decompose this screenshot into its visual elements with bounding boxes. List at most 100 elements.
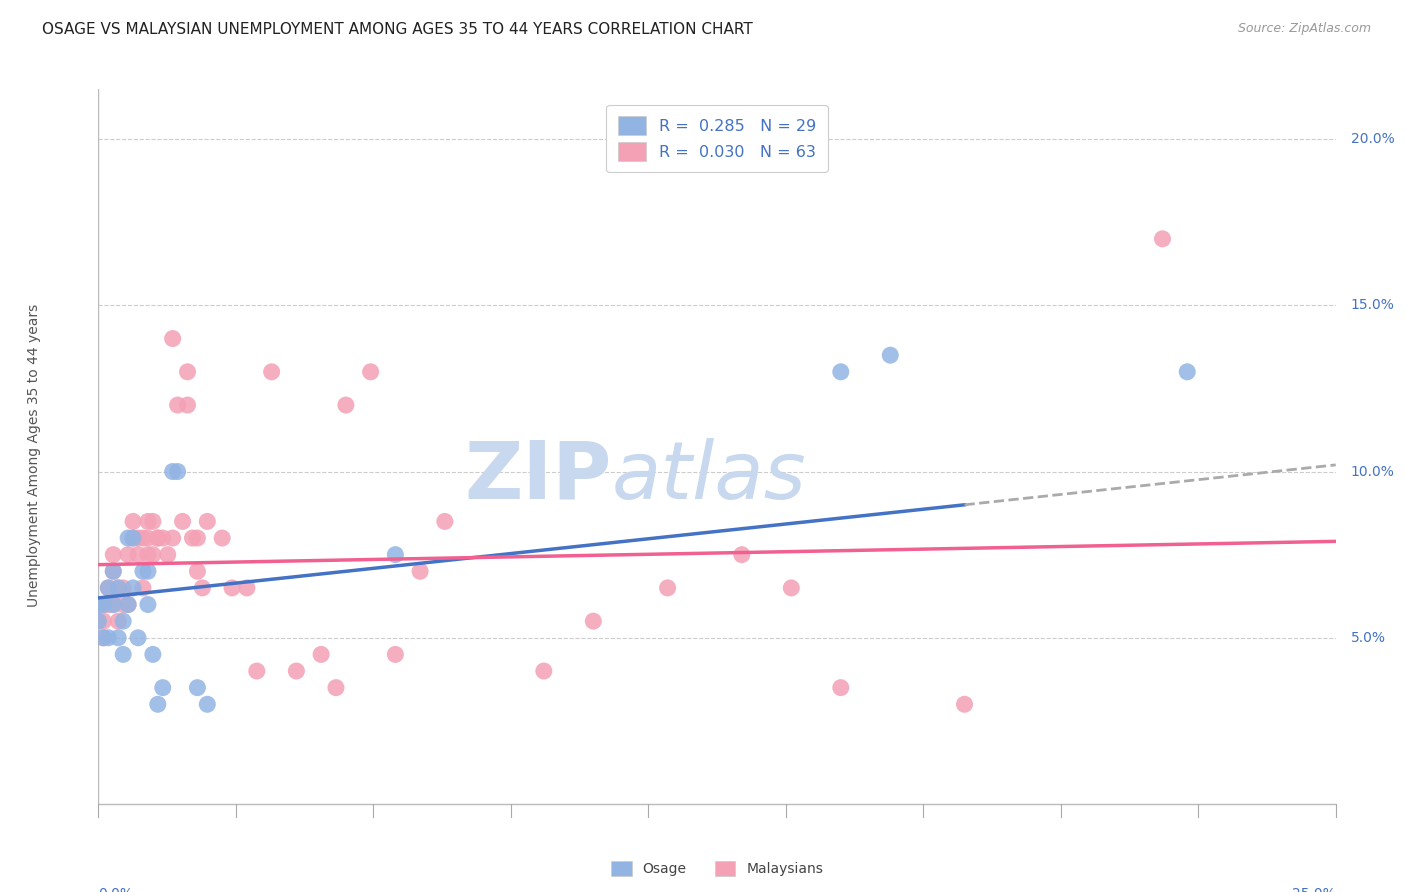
Point xyxy=(246,664,269,678)
Point xyxy=(127,531,149,545)
Point xyxy=(433,515,456,529)
Point xyxy=(166,398,188,412)
Point xyxy=(117,598,139,612)
Text: 0.0%: 0.0% xyxy=(98,888,134,892)
Point xyxy=(335,398,357,412)
Point xyxy=(146,531,169,545)
Point xyxy=(132,564,155,578)
Point xyxy=(136,531,159,545)
Point xyxy=(122,531,145,545)
Point xyxy=(152,681,174,695)
Point xyxy=(107,581,129,595)
Text: 5.0%: 5.0% xyxy=(1351,631,1385,645)
Point xyxy=(107,581,129,595)
Point xyxy=(93,631,115,645)
Point xyxy=(103,548,125,562)
Point xyxy=(195,515,218,529)
Point xyxy=(162,332,184,346)
Point xyxy=(142,515,165,529)
Point xyxy=(93,614,115,628)
Point xyxy=(1152,232,1174,246)
Point xyxy=(117,548,139,562)
Text: Unemployment Among Ages 35 to 44 years: Unemployment Among Ages 35 to 44 years xyxy=(27,303,41,607)
Point xyxy=(195,698,218,712)
Point xyxy=(384,648,406,662)
Point xyxy=(176,365,198,379)
Text: 15.0%: 15.0% xyxy=(1351,298,1395,312)
Point xyxy=(181,531,204,545)
Point xyxy=(236,581,259,595)
Point xyxy=(409,564,432,578)
Point xyxy=(186,681,208,695)
Point xyxy=(87,614,110,628)
Point xyxy=(107,614,129,628)
Point xyxy=(122,581,145,595)
Point xyxy=(211,531,233,545)
Point xyxy=(93,598,115,612)
Point xyxy=(162,531,184,545)
Point xyxy=(176,398,198,412)
Point xyxy=(136,598,159,612)
Point xyxy=(136,548,159,562)
Point xyxy=(830,681,852,695)
Point xyxy=(132,531,155,545)
Point xyxy=(879,348,901,362)
Point xyxy=(533,664,555,678)
Point xyxy=(103,598,125,612)
Point xyxy=(97,581,120,595)
Point xyxy=(112,614,135,628)
Text: 10.0%: 10.0% xyxy=(1351,465,1395,478)
Point xyxy=(142,648,165,662)
Point xyxy=(186,564,208,578)
Point xyxy=(112,581,135,595)
Point xyxy=(97,631,120,645)
Point xyxy=(186,531,208,545)
Point xyxy=(87,614,110,628)
Point xyxy=(97,581,120,595)
Point xyxy=(142,548,165,562)
Point xyxy=(132,581,155,595)
Point xyxy=(107,631,129,645)
Point xyxy=(260,365,283,379)
Text: 20.0%: 20.0% xyxy=(1351,132,1395,146)
Point xyxy=(103,598,125,612)
Text: atlas: atlas xyxy=(612,438,807,516)
Point xyxy=(172,515,194,529)
Point xyxy=(97,598,120,612)
Point xyxy=(731,548,754,562)
Point xyxy=(127,631,149,645)
Legend: Osage, Malaysians: Osage, Malaysians xyxy=(603,855,831,883)
Text: 25.0%: 25.0% xyxy=(1292,888,1336,892)
Point xyxy=(103,564,125,578)
Point xyxy=(582,614,605,628)
Point xyxy=(780,581,803,595)
Point xyxy=(103,564,125,578)
Point xyxy=(953,698,976,712)
Point xyxy=(93,598,115,612)
Point xyxy=(156,548,179,562)
Point xyxy=(221,581,243,595)
Point xyxy=(152,531,174,545)
Point xyxy=(325,681,347,695)
Point xyxy=(87,598,110,612)
Point xyxy=(117,598,139,612)
Point xyxy=(657,581,679,595)
Point xyxy=(1175,365,1198,379)
Point xyxy=(191,581,214,595)
Point xyxy=(87,598,110,612)
Point xyxy=(122,515,145,529)
Point xyxy=(285,664,308,678)
Point xyxy=(112,598,135,612)
Text: ZIP: ZIP xyxy=(464,438,612,516)
Point xyxy=(117,531,139,545)
Point xyxy=(830,365,852,379)
Point xyxy=(122,531,145,545)
Point xyxy=(162,465,184,479)
Point xyxy=(93,631,115,645)
Text: OSAGE VS MALAYSIAN UNEMPLOYMENT AMONG AGES 35 TO 44 YEARS CORRELATION CHART: OSAGE VS MALAYSIAN UNEMPLOYMENT AMONG AG… xyxy=(42,22,754,37)
Point xyxy=(309,648,332,662)
Text: Source: ZipAtlas.com: Source: ZipAtlas.com xyxy=(1237,22,1371,36)
Point xyxy=(166,465,188,479)
Point xyxy=(127,548,149,562)
Point xyxy=(146,698,169,712)
